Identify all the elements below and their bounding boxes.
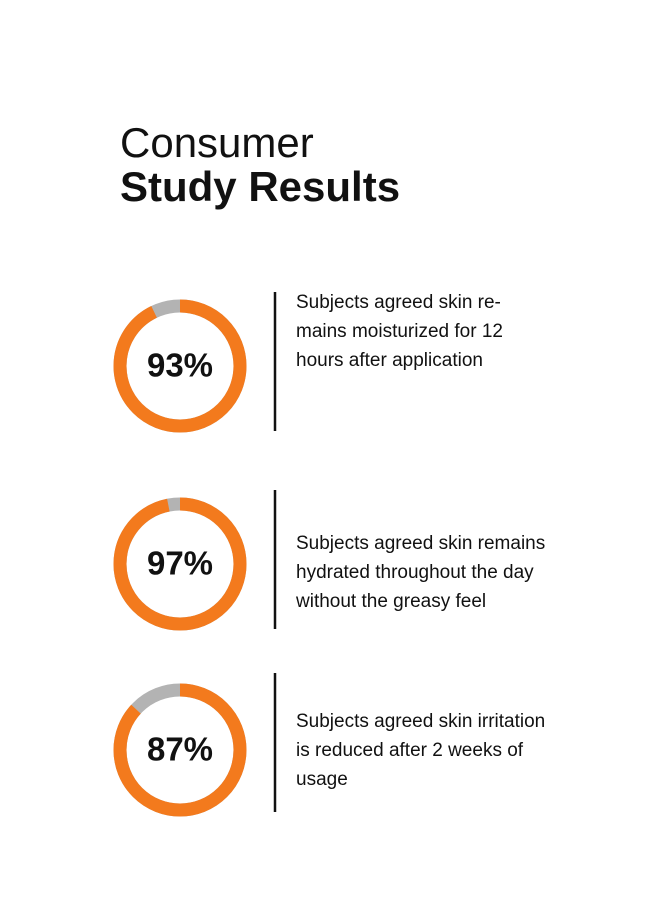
description-line: Subjects agreed skin re- <box>296 292 501 313</box>
description-line: usage <box>296 769 348 790</box>
ring-value <box>113 299 247 433</box>
description-line: hydrated throughout the day <box>296 562 534 583</box>
description-line: Subjects agreed skin remains <box>296 533 545 554</box>
description-line: Subjects agreed skin irritation <box>296 711 545 732</box>
ring-value <box>113 497 247 631</box>
description-line: mains moisturized for 12 <box>296 321 503 342</box>
ring-value <box>113 683 247 817</box>
description-line: without the greasy feel <box>295 591 486 612</box>
ring-label: 87% <box>147 731 213 768</box>
ring-label: 93% <box>147 347 213 384</box>
title-bold: Study Results <box>120 163 400 210</box>
description-line: is reduced after 2 weeks of <box>296 740 524 761</box>
ring-label: 97% <box>147 545 213 582</box>
title-light: Consumer <box>120 119 314 166</box>
description-line: hours after application <box>296 350 483 371</box>
